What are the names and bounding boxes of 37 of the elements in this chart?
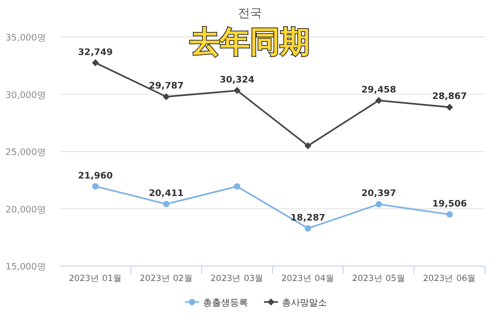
y-tick-label: 25,000명 xyxy=(6,148,46,158)
data-label: 32,749 xyxy=(78,48,113,58)
point xyxy=(304,225,312,232)
data-label: 29,787 xyxy=(148,82,184,92)
y-tick-label: 30,000명 xyxy=(6,90,46,101)
data-label: 20,397 xyxy=(361,189,396,200)
chart-subtitle: 去年同期 xyxy=(189,25,310,60)
data-label: 19,506 xyxy=(432,199,467,210)
point xyxy=(234,87,241,94)
x-tick-label: 2023년 03월 xyxy=(210,274,264,284)
point xyxy=(304,142,312,150)
data-label: 18,287 xyxy=(290,213,326,224)
point xyxy=(92,183,99,190)
y-tick-label: 35,000명 xyxy=(6,34,46,44)
data-label: 30,324 xyxy=(220,76,254,86)
x-tick-label: 2023년 06월 xyxy=(423,274,476,284)
x-tick-label: 2023년 01월 xyxy=(68,274,122,284)
data-label: 21,960 xyxy=(78,171,113,182)
data-label: 29,458 xyxy=(361,85,396,96)
x-tick-label: 2023년 04월 xyxy=(281,274,334,284)
point xyxy=(375,96,382,104)
y-tick-label: 15,000명 xyxy=(6,262,46,272)
point xyxy=(446,104,454,111)
point xyxy=(376,201,382,208)
point xyxy=(446,211,453,218)
data-label: 28,867 xyxy=(432,92,467,102)
chart-title: 전국 xyxy=(238,6,262,20)
point xyxy=(234,183,240,190)
y-tick-label: 20,000명 xyxy=(6,205,46,216)
x-tick-label: 2023년 02월 xyxy=(140,274,193,284)
data-label: 20,411 xyxy=(148,189,184,200)
point xyxy=(162,93,170,100)
point xyxy=(92,59,99,66)
legend-label: 총출생등록 xyxy=(203,298,248,308)
legend-label: 총사망말소 xyxy=(282,298,327,308)
point xyxy=(163,200,170,208)
x-tick-label: 2023년 05월 xyxy=(352,274,406,284)
